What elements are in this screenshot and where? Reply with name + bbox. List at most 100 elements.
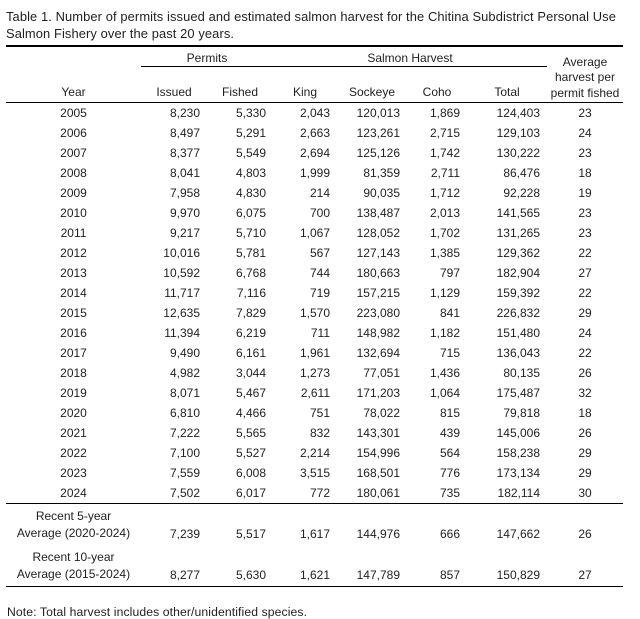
value-cell: 81,359	[363, 166, 401, 180]
value-cell: 700	[309, 206, 331, 220]
value-cell: 3,515	[299, 466, 331, 480]
value-cell: 1,436	[429, 366, 461, 380]
issued-column-header: Issued	[141, 66, 207, 103]
value-cell: 2,711	[430, 166, 461, 180]
value-cell: 9,217	[169, 226, 200, 240]
value-cell: 24	[578, 126, 592, 140]
value-cell: 124,403	[496, 106, 541, 120]
value-cell: 7,559	[169, 466, 200, 480]
value-cell: 5,565	[235, 426, 267, 440]
value-cell: 158,238	[496, 446, 541, 460]
value-cell: 26	[578, 426, 592, 440]
value-cell: 168,501	[356, 466, 401, 480]
summary-value-cell: 26	[547, 503, 624, 545]
value-cell: 1,182	[429, 326, 461, 340]
value-cell: 157,215	[356, 286, 401, 300]
value-cell: 2,715	[429, 126, 461, 140]
value-cell: 1,064	[429, 386, 461, 400]
summary-value-cell: 144,976	[337, 503, 408, 545]
value-cell: 1,385	[429, 246, 461, 260]
summary-value-cell: 5,630	[235, 568, 267, 582]
value-cell: 136,043	[496, 346, 541, 360]
value-cell: 7,958	[169, 186, 200, 200]
value-cell: 145,006	[496, 426, 541, 440]
value-cell: 22	[578, 246, 592, 260]
value-cell: 29	[578, 446, 592, 460]
value-cell: 776	[439, 466, 461, 480]
year-cell: 2006	[60, 126, 87, 140]
value-cell: 1,702	[429, 226, 461, 240]
summary-label-line: Average (2020-2024)	[16, 525, 131, 540]
year-cell: 2018	[60, 366, 87, 380]
value-cell: 127,143	[356, 246, 401, 260]
value-cell: 79,818	[503, 406, 541, 420]
value-cell: 223,080	[356, 306, 401, 320]
value-cell: 12,635	[163, 306, 200, 320]
summary-value-cell: 1,621	[299, 568, 331, 582]
value-cell: 797	[439, 266, 461, 280]
value-cell: 175,487	[496, 386, 541, 400]
value-cell: 80,135	[503, 366, 541, 380]
avg-header-line2: harvest per	[555, 70, 616, 84]
value-cell: 4,830	[235, 186, 267, 200]
column-header-row: Year Issued Fished King Sockeye Coho Tot…	[6, 66, 623, 103]
year-cell: 2019	[60, 386, 87, 400]
year-cell: 2016	[60, 326, 87, 340]
value-cell: 8,497	[169, 126, 200, 140]
table-row: 2020 6,810 4,466 751 78,022 815 79,818 18	[6, 403, 623, 423]
table-row: 2013 10,592 6,768 744 180,663 797 182,904 27	[6, 263, 623, 283]
value-cell: 19	[578, 186, 592, 200]
year-cell: 2010	[60, 206, 87, 220]
value-cell: 8,377	[169, 146, 200, 160]
summary-value-cell: 666	[407, 503, 468, 545]
year-cell: 2020	[60, 406, 87, 420]
avg-header-line1: Average	[562, 54, 608, 69]
value-cell: 735	[439, 486, 461, 500]
value-cell: 23	[578, 226, 592, 240]
value-cell: 5,549	[235, 146, 267, 160]
value-cell: 715	[439, 346, 461, 360]
value-cell: 154,996	[356, 446, 401, 460]
value-cell: 8,230	[169, 106, 200, 120]
table-row: 2005 8,230 5,330 2,043 120,013 1,869 124,403 23	[6, 103, 623, 124]
value-cell: 4,982	[169, 366, 200, 380]
king-column-header: King	[273, 66, 338, 103]
fished-column-header: Fished	[207, 66, 274, 103]
value-cell: 26	[578, 366, 592, 380]
year-cell: 2009	[60, 186, 87, 200]
value-cell: 214	[309, 186, 331, 200]
value-cell: 1,570	[299, 306, 331, 320]
summary-label-cell: Recent 10-year Average (2015-2024)	[6, 545, 141, 587]
value-cell: 159,392	[496, 286, 541, 300]
value-cell: 841	[439, 306, 461, 320]
value-cell: 564	[439, 446, 461, 460]
table-row: 2018 4,982 3,044 1,273 77,051 1,436 80,135 26	[6, 363, 623, 383]
value-cell: 1,067	[299, 226, 331, 240]
value-cell: 130,222	[496, 146, 541, 160]
value-cell: 1,961	[299, 346, 331, 360]
value-cell: 1,712	[429, 186, 461, 200]
summary-row: Recent 5-year Average (2020-2024) 7,239 5,5…	[6, 503, 624, 545]
table-row: 2021 7,222 5,565 832 143,301 439 145,006 26	[6, 423, 623, 443]
total-column-header: Total	[467, 66, 548, 103]
value-cell: 439	[439, 426, 461, 440]
value-cell: 24	[578, 326, 592, 340]
value-cell: 4,803	[235, 166, 267, 180]
year-cell: 2005	[60, 106, 87, 120]
value-cell: 832	[309, 426, 331, 440]
value-cell: 171,203	[356, 386, 401, 400]
avg-header-line3: permit fished	[550, 85, 620, 100]
permits-harvest-table: Permits Salmon Harvest Average harvest p…	[6, 45, 624, 587]
summary-value-cell: 7,239	[141, 503, 207, 545]
table-row: 2010 9,970 6,075 700 138,487 2,013 141,565 23	[6, 203, 623, 223]
value-cell: 6,008	[235, 466, 267, 480]
value-cell: 8,041	[169, 166, 200, 180]
year-cell: 2023	[60, 466, 87, 480]
value-cell: 567	[309, 246, 331, 260]
value-cell: 129,362	[496, 246, 541, 260]
value-cell: 10,592	[163, 266, 200, 280]
value-cell: 7,829	[235, 306, 267, 320]
value-cell: 5,467	[235, 386, 267, 400]
value-cell: 2,694	[299, 146, 331, 160]
year-cell: 2011	[60, 226, 87, 240]
